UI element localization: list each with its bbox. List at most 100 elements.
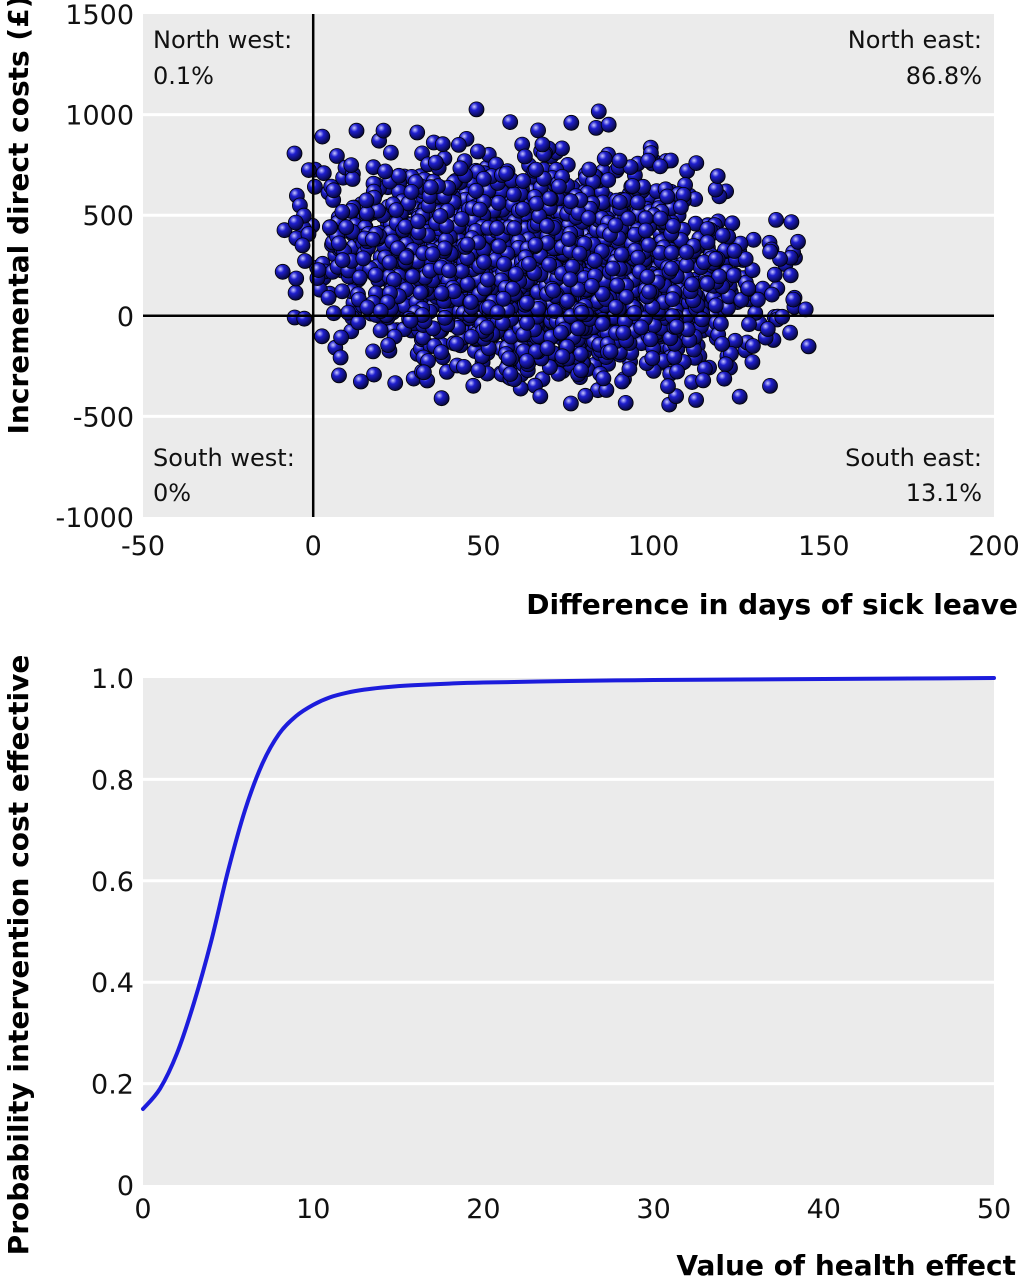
scatter-point — [479, 271, 496, 288]
scatter-point — [489, 220, 506, 237]
scatter-point — [644, 350, 661, 367]
scatter-y-tick-labels: -1000 -500 0 500 1000 1500 — [56, 0, 134, 534]
scatter-point — [725, 267, 742, 284]
scatter-point — [790, 233, 806, 250]
scatter-point — [358, 192, 375, 209]
scatter-point — [573, 362, 589, 379]
curve-x-tick-label: 20 — [466, 1194, 500, 1225]
scatter-point — [468, 182, 484, 199]
scatter-point — [352, 373, 369, 390]
scatter-point — [554, 140, 570, 157]
scatter-point — [334, 252, 351, 269]
curve-y-tick-label: 0.6 — [91, 867, 134, 898]
scatter-x-tick-labels: -50 0 50 100 150 200 — [121, 531, 1020, 562]
scatter-point — [614, 373, 630, 390]
scatter-point — [314, 128, 331, 145]
scatter-point — [785, 291, 802, 308]
scatter-point — [364, 231, 381, 248]
scatter-point — [602, 343, 619, 360]
scatter-point — [560, 231, 577, 248]
scatter-point — [404, 268, 421, 285]
scatter-point — [355, 250, 372, 267]
scatter-point — [415, 364, 432, 381]
scatter-point — [505, 186, 522, 203]
scatter-point — [490, 238, 507, 255]
scatter-point — [699, 234, 716, 251]
scatter-point — [332, 349, 349, 366]
scatter-point — [365, 343, 382, 360]
acceptability-curve-chart: 0 0.2 0.4 0.6 0.8 1.0 0 10 20 30 40 50 Value of he… — [2, 655, 1016, 1280]
scatter-point — [800, 338, 817, 355]
scatter-x-tick-label: 150 — [798, 531, 850, 562]
curve-x-tick-label: 0 — [134, 1194, 151, 1225]
scatter-point — [518, 353, 535, 370]
scatter-point — [714, 227, 731, 244]
scatter-point — [424, 246, 441, 263]
scatter-point — [465, 377, 482, 394]
scatter-point — [563, 114, 580, 131]
scatter-y-tick-label: 0 — [117, 302, 134, 333]
scatter-point — [553, 324, 569, 341]
scatter-point — [694, 311, 710, 328]
curve-y-tick-label: 0.4 — [91, 968, 134, 999]
scatter-point — [528, 195, 545, 212]
scatter-x-tick-label: 200 — [968, 531, 1020, 562]
scatter-point — [450, 136, 467, 153]
scatter-point — [534, 136, 551, 153]
scatter-y-tick-label: 1000 — [65, 101, 134, 132]
scatter-x-axis-title: Difference in days of sick leave — [526, 588, 1018, 621]
scatter-point — [367, 266, 384, 283]
scatter-point — [707, 181, 724, 198]
scatter-point — [604, 260, 621, 277]
scatter-point — [433, 285, 450, 302]
scatter-point — [398, 249, 415, 266]
scatter-point — [711, 268, 728, 285]
scatter-point — [475, 170, 492, 187]
scatter-point — [287, 284, 304, 301]
scatter-point — [609, 277, 626, 294]
scatter-point — [717, 356, 734, 373]
scatter-point — [745, 338, 761, 354]
scatter-point — [580, 210, 597, 227]
scatter-point — [640, 236, 657, 253]
curve-y-tick-label: 0 — [117, 1171, 134, 1202]
scatter-point — [359, 299, 376, 316]
scatter-point — [348, 122, 365, 139]
scatter-point — [448, 335, 465, 352]
scatter-point — [744, 354, 761, 370]
scatter-point — [469, 143, 486, 160]
scatter-point — [626, 305, 643, 321]
curve-x-tick-label: 40 — [807, 1194, 841, 1225]
scatter-point — [607, 217, 624, 234]
curve-gridlines — [143, 777, 994, 1086]
scatter-point — [595, 370, 612, 387]
scatter-point — [607, 299, 624, 315]
scatter-point — [504, 280, 521, 297]
scatter-point — [433, 344, 450, 361]
scatter-point — [325, 182, 342, 199]
scatter-point — [618, 289, 635, 305]
scatter-point — [296, 310, 313, 327]
scatter-point — [617, 394, 634, 411]
scatter-point — [294, 237, 311, 254]
scatter-point — [660, 378, 676, 395]
scatter-x-tick-label: 50 — [466, 531, 500, 562]
scatter-y-tick-label: 1500 — [65, 0, 134, 31]
scatter-point — [330, 235, 347, 252]
scatter-y-tick-label: -1000 — [56, 503, 134, 534]
scatter-point — [581, 161, 598, 178]
scatter-point — [515, 173, 531, 189]
scatter-y-axis-title: Incremental direct costs (£) — [2, 0, 35, 435]
scatter-point — [713, 315, 729, 332]
quadrant-north-east-value: 86.8% — [906, 62, 982, 90]
scatter-point — [328, 148, 345, 164]
scatter-point — [321, 219, 338, 236]
scatter-point — [652, 210, 669, 227]
scatter-point — [611, 194, 628, 211]
scatter-point — [668, 318, 685, 335]
scatter-point — [663, 244, 680, 261]
scatter-point — [642, 331, 659, 348]
scatter-point — [726, 243, 743, 259]
scatter-point — [344, 171, 361, 187]
